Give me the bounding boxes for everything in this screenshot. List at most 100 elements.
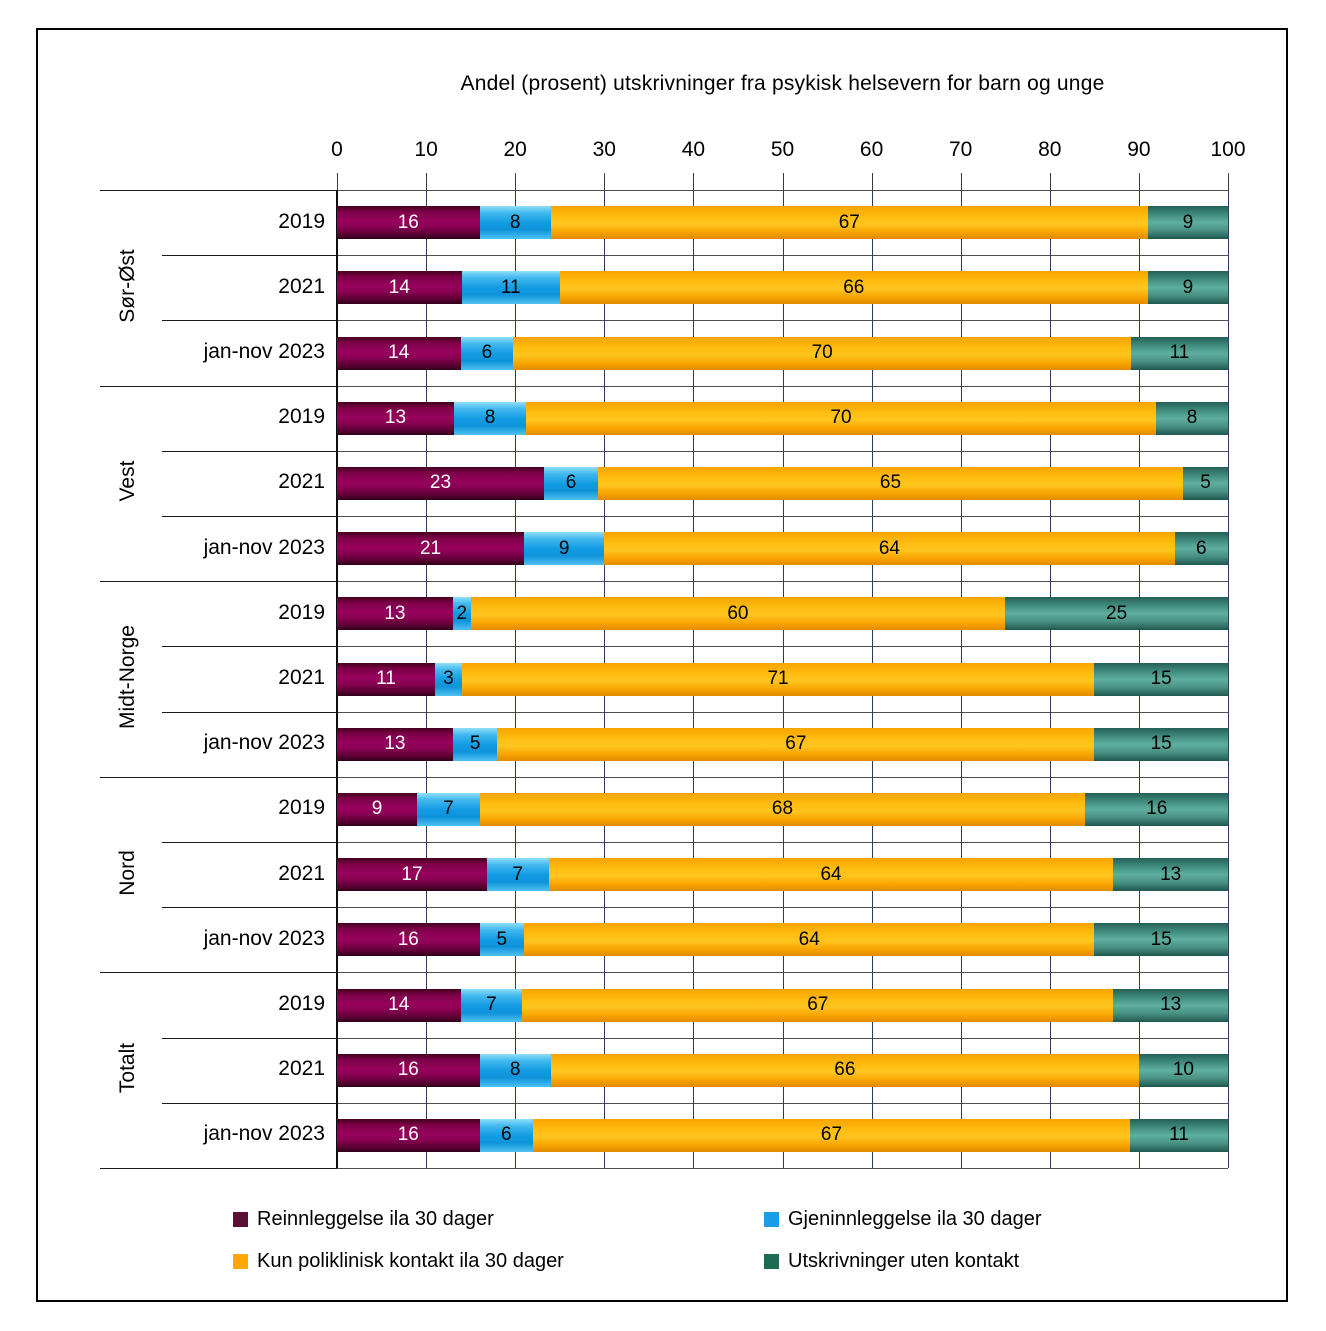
bar-row: 16 6 67 11 (337, 1118, 1228, 1152)
bar-value-label: 2 (456, 602, 468, 624)
bar-value-label: 6 (565, 472, 577, 494)
legend-item: Reinnleggelse ila 30 dager (233, 1208, 494, 1231)
bar-value-label: 13 (1160, 863, 1182, 885)
axis-tick-label: 0 (331, 138, 343, 161)
bar-segment-gjeninnleggelse: 8 (479, 1053, 551, 1087)
legend-marker (764, 1212, 779, 1227)
bar-value-label: 8 (509, 211, 521, 233)
bar-segment-kun-poliklinisk: 65 (598, 466, 1183, 500)
bar-segment-gjeninnleggelse: 6 (460, 336, 514, 370)
axis-tick-label: 70 (949, 138, 973, 161)
bar-value-label: 5 (469, 733, 481, 755)
bar-segment-reinnleggelse: 13 (337, 597, 453, 631)
axis-tick-label: 10 (414, 138, 438, 161)
row-label: 2021 (278, 1057, 325, 1081)
bar-segment-gjeninnleggelse: 5 (452, 727, 498, 761)
axis-tick-label: 60 (859, 138, 884, 161)
bar-value-label: 67 (838, 211, 860, 233)
axis-tick-mark (1138, 173, 1140, 190)
bar-row: 9 7 68 16 (337, 792, 1228, 826)
row-label: 2019 (278, 209, 325, 233)
bar-value-label: 13 (1160, 994, 1182, 1015)
bar-value-label: 16 (1146, 798, 1168, 820)
bar-segment-reinnleggelse: 14 (337, 988, 461, 1022)
bar-value-label: 13 (384, 602, 406, 624)
bar-segment-uten-kontakt: 13 (1113, 988, 1228, 1022)
bar-row: 16 5 64 15 (337, 923, 1228, 957)
axis-tick-label: 100 (1210, 138, 1246, 161)
bar-value-label: 66 (843, 276, 865, 298)
bar-segment-kun-poliklinisk: 67 (533, 1118, 1130, 1152)
bar-segment-uten-kontakt: 11 (1129, 1118, 1228, 1152)
row-label: jan-nov 2023 (203, 926, 325, 950)
bar-segment-uten-kontakt: 13 (1113, 858, 1228, 892)
bar-segment-uten-kontakt: 25 (1005, 597, 1228, 631)
bar-value-label: 9 (1182, 211, 1194, 233)
bar-value-label: 3 (443, 668, 454, 689)
bar-value-label: 8 (484, 407, 496, 429)
bar-segment-reinnleggelse: 13 (337, 401, 454, 435)
axis-tick-label: 90 (1127, 138, 1151, 161)
bar-segment-uten-kontakt: 9 (1147, 271, 1228, 305)
bar-segment-kun-poliklinisk: 71 (461, 662, 1095, 696)
axis-tick-mark (960, 173, 962, 190)
vertical-gridline (1228, 190, 1229, 1168)
bar-value-label: 16 (397, 211, 419, 233)
axis-tick-mark (693, 173, 695, 190)
bar-segment-reinnleggelse: 23 (337, 466, 544, 500)
bar-value-label: 11 (376, 668, 396, 689)
bar-segment-kun-poliklinisk: 67 (497, 727, 1095, 761)
bar-value-label: 60 (727, 602, 749, 624)
bar-segment-kun-poliklinisk: 70 (513, 336, 1131, 370)
bar-row: 13 8 70 8 (337, 401, 1228, 435)
bar-value-label: 16 (397, 928, 419, 950)
bar-segment-uten-kontakt: 6 (1174, 532, 1228, 566)
axis-tick-label: 50 (770, 138, 795, 161)
row-label: 2021 (278, 274, 325, 298)
bar-value-label: 8 (509, 1059, 521, 1081)
bar-value-label: 25 (1106, 602, 1128, 624)
bar-value-label: 64 (798, 928, 820, 950)
legend-item: Gjeninnleggelse ila 30 dager (764, 1208, 1042, 1231)
year-divider-line (162, 711, 337, 713)
axis-tick-mark (515, 173, 517, 190)
bar-segment-kun-poliklinisk: 66 (559, 271, 1148, 305)
bar-value-label: 14 (388, 342, 410, 363)
bar-value-label: 14 (388, 276, 410, 298)
bar-row: 14 6 70 11 (337, 336, 1228, 370)
bar-row: 21 9 64 6 (337, 532, 1228, 566)
group-divider-line (100, 1168, 337, 1169)
group-divider-line (100, 776, 337, 778)
bar-value-label: 13 (384, 407, 407, 429)
bar-segment-gjeninnleggelse: 9 (524, 532, 605, 566)
bar-segment-kun-poliklinisk: 64 (548, 858, 1114, 892)
bar-row: 23 6 65 5 (337, 466, 1228, 500)
bar-value-label: 67 (807, 994, 829, 1015)
bar-value-label: 65 (879, 472, 902, 494)
legend-item: Kun poliklinisk kontakt ila 30 dager (233, 1250, 564, 1273)
axis-tick-mark (426, 173, 428, 190)
year-divider-line (162, 1102, 337, 1104)
legend-label: Utskrivninger uten kontakt (788, 1250, 1020, 1272)
bar-segment-uten-kontakt: 15 (1094, 662, 1228, 696)
bar-value-label: 15 (1150, 733, 1172, 755)
bar-segment-reinnleggelse: 14 (337, 336, 461, 370)
row-label: jan-nov 2023 (203, 535, 325, 559)
legend-item: Utskrivninger uten kontakt (764, 1250, 1019, 1273)
bar-segment-reinnleggelse: 11 (337, 662, 435, 696)
bar-value-label: 16 (397, 1059, 419, 1081)
bar-value-label: 7 (443, 798, 454, 820)
bar-row: 16 8 67 9 (337, 206, 1228, 240)
year-divider-line (162, 450, 337, 452)
row-label: 2019 (278, 992, 325, 1015)
group-divider-line (100, 190, 337, 191)
bar-segment-reinnleggelse: 16 (337, 1118, 480, 1152)
legend-marker (764, 1254, 779, 1269)
bar-value-label: 6 (1195, 537, 1207, 559)
bar-segment-uten-kontakt: 11 (1130, 336, 1228, 370)
bar-segment-gjeninnleggelse: 7 (486, 858, 549, 892)
bar-segment-kun-poliklinisk: 67 (522, 988, 1114, 1022)
bar-segment-gjeninnleggelse: 6 (479, 1118, 533, 1152)
bar-value-label: 21 (419, 537, 442, 559)
bar-value-label: 64 (820, 863, 842, 885)
